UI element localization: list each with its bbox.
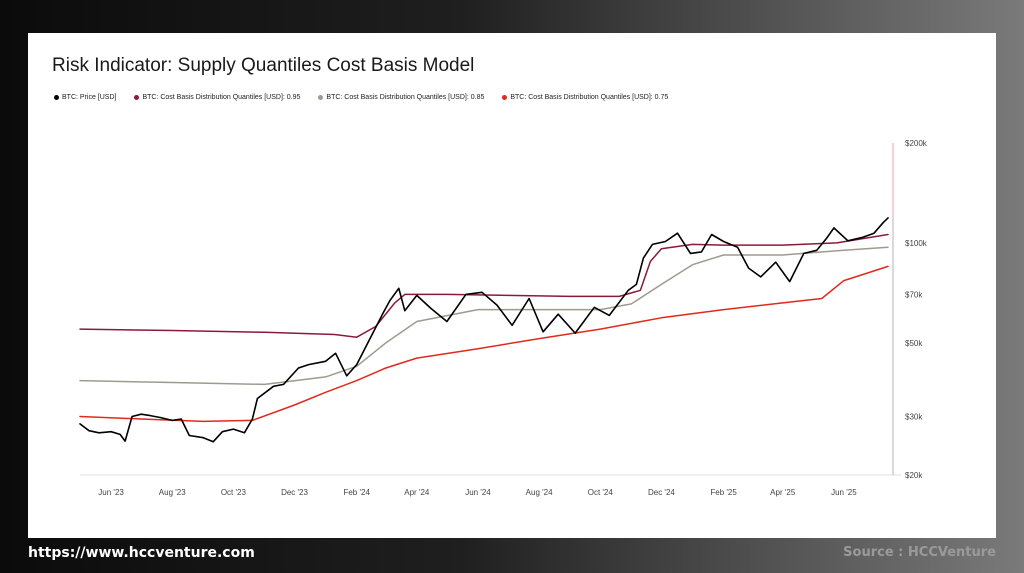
legend-label-q095: BTC: Cost Basis Distribution Quantiles [… [142,94,301,101]
y-tick-label: $20k [905,471,923,480]
series-line-q075 [79,265,889,423]
y-tick-label: $100k [905,239,928,248]
x-tick-label: Jun '24 [465,488,491,497]
legend-label-q085: BTC: Cost Basis Distribution Quantiles [… [326,94,485,101]
legend-item-price[interactable]: BTC: Price [USD] [54,94,116,101]
x-tick-label: Apr '25 [770,488,796,497]
legend-swatch-q095 [134,95,140,100]
legend-item-q095[interactable]: BTC: Cost Basis Distribution Quantiles [… [134,94,300,101]
legend-label-q075: BTC: Cost Basis Distribution Quantiles [… [510,94,669,101]
series-line-q085 [79,246,889,386]
legend-item-q085[interactable]: BTC: Cost Basis Distribution Quantiles [… [318,94,484,101]
x-tick-label: Dec '24 [648,488,675,497]
chart-card: Risk Indicator: Supply Quantiles Cost Ba… [28,33,996,538]
y-tick-label: $200k [905,139,928,148]
series-line-price [79,217,889,443]
x-tick-label: Jun '23 [98,488,124,497]
x-tick-label: Aug '23 [159,488,186,497]
x-tick-label: Feb '25 [710,488,737,497]
y-tick-label: $50k [905,339,923,348]
legend-swatch-q075 [502,95,508,100]
x-tick-label: Oct '24 [588,488,614,497]
x-tick-label: Apr '24 [404,488,430,497]
x-tick-label: Feb '24 [343,488,370,497]
legend-swatch-q085 [318,95,324,100]
chart-legend: BTC: Price [USD] BTC: Cost Basis Distrib… [54,94,668,101]
legend-swatch-price [54,95,59,100]
legend-label-price: BTC: Price [USD] [62,94,117,101]
x-tick-label: Oct '23 [221,488,247,497]
x-tick-label: Aug '24 [526,488,553,497]
chart-title: Risk Indicator: Supply Quantiles Cost Ba… [52,55,475,76]
x-tick-label: Dec '23 [281,488,308,497]
series-line-q095 [79,233,889,338]
y-tick-label: $70k [905,290,923,299]
chart-plot: $200k $100k $70k $50k $30k $20k Jun '23 Aug '23… [79,139,928,497]
source-credit: Source : HCCVenture [843,545,996,560]
x-tick-label: Jun '25 [831,488,857,497]
website-url[interactable]: https://www.hccventure.com [28,545,255,561]
y-tick-label: $30k [905,413,923,422]
legend-item-q075[interactable]: BTC: Cost Basis Distribution Quantiles [… [502,94,668,101]
